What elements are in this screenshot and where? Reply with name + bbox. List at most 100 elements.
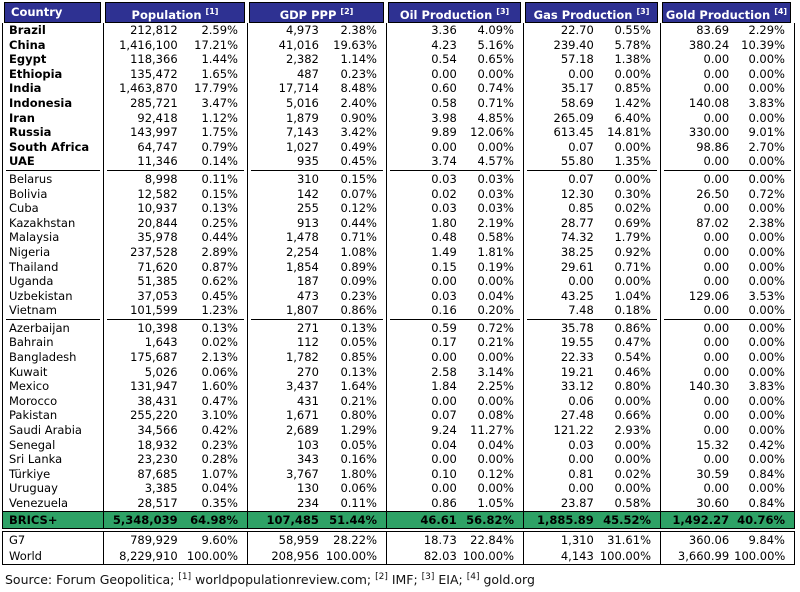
percent-cell: 0.55% bbox=[614, 23, 651, 37]
percent-cell: 17.79% bbox=[194, 81, 238, 96]
percent-cell: 0.23% bbox=[340, 66, 377, 81]
percent-cell: 0.87% bbox=[201, 259, 238, 274]
table-row-iran: 265.09 6.40% bbox=[524, 111, 660, 126]
summary-value-cell: 208,956 bbox=[271, 548, 319, 563]
table-row-india: 17,714 8.48% bbox=[248, 81, 386, 96]
total-percent-cell: 56.82% bbox=[466, 512, 514, 527]
value-cell: 30.60 bbox=[696, 496, 730, 510]
table-row-india: 0.00 0.00% bbox=[661, 81, 794, 96]
value-cell: 0.07 bbox=[568, 171, 594, 186]
percent-cell: 0.00% bbox=[748, 320, 785, 335]
table-row-cuba: 10,937 0.13% bbox=[104, 201, 247, 216]
value-cell: 30.59 bbox=[696, 466, 730, 481]
value-cell: 0.59 bbox=[431, 320, 457, 335]
percent-cell: 0.84% bbox=[748, 466, 785, 481]
table-row-azerbaijan: 271 0.13% bbox=[248, 321, 386, 336]
value-cell: 431 bbox=[296, 393, 319, 408]
table-row-iran: 1,879 0.90% bbox=[248, 111, 386, 126]
percent-cell: 4.09% bbox=[477, 23, 514, 37]
summary-cell-oil-production: 18.73 22.84% bbox=[387, 531, 524, 548]
total-cell-gold-production: 1,492.27 40.76% bbox=[661, 512, 794, 528]
percent-cell: 0.46% bbox=[614, 364, 651, 379]
table-row-saudi-arabia: 121.22 2.93% bbox=[524, 423, 660, 438]
percent-cell: 0.13% bbox=[201, 320, 238, 335]
percent-cell: 1.14% bbox=[340, 52, 377, 67]
table-row-morocco: 38,431 0.47% bbox=[104, 394, 247, 409]
summary-cell-country: World bbox=[3, 547, 104, 564]
table-row-vietnam: Vietnam bbox=[3, 303, 103, 318]
percent-cell: 0.65% bbox=[477, 52, 514, 67]
percent-cell: 0.00% bbox=[748, 171, 785, 186]
table-row-sri-lanka: 0.00 0.00% bbox=[661, 452, 794, 467]
table-row-nigeria: 1.49 1.81% bbox=[387, 245, 523, 260]
value-cell: 23.87 bbox=[560, 496, 594, 510]
country-cell: Venezuela bbox=[9, 496, 69, 510]
value-cell: 57.18 bbox=[560, 52, 594, 67]
value-cell: 0.00 bbox=[703, 335, 730, 350]
value-cell: 0.00 bbox=[431, 139, 457, 154]
table-row-nigeria: 38.25 0.92% bbox=[524, 245, 660, 260]
table-row-sri-lanka: 0.00 0.00% bbox=[387, 452, 523, 467]
column-header-label: Country bbox=[11, 5, 63, 19]
country-cell: Türkiye bbox=[9, 466, 51, 481]
percent-cell: 0.23% bbox=[201, 437, 238, 452]
column-header-gold-production: Gold Production [4] bbox=[662, 2, 791, 23]
percent-cell: 0.84% bbox=[748, 496, 785, 510]
value-cell: 1,463,870 bbox=[119, 81, 178, 96]
summary-percent-cell: 28.22% bbox=[333, 532, 377, 547]
summary-cell-gas-production: 1,310 31.61% bbox=[524, 531, 661, 548]
summary-value-cell: 82.03 bbox=[423, 548, 457, 563]
summary-percent-cell: 100.00% bbox=[462, 548, 514, 563]
value-cell: 10,398 bbox=[137, 320, 178, 335]
percent-cell: 0.00% bbox=[748, 66, 785, 81]
percent-cell: 0.00% bbox=[748, 481, 785, 496]
table-row-venezuela: 23.87 0.58% bbox=[524, 496, 660, 511]
country-cell: Ethiopia bbox=[9, 66, 63, 81]
table-row-kuwait: 5,026 0.06% bbox=[104, 365, 247, 380]
percent-cell: 3.10% bbox=[201, 408, 238, 423]
table-row-bahrain: 1,643 0.02% bbox=[104, 335, 247, 350]
value-cell: 3.98 bbox=[431, 110, 457, 125]
percent-cell: 0.72% bbox=[748, 186, 785, 201]
summary-cell-gold-production: 360.06 9.84% bbox=[661, 532, 794, 548]
table-row-egypt: 0.54 0.65% bbox=[387, 52, 523, 67]
value-cell: 0.00 bbox=[703, 110, 730, 125]
value-cell: 0.03 bbox=[568, 437, 594, 452]
value-cell: 0.00 bbox=[703, 154, 730, 169]
percent-cell: 0.45% bbox=[340, 154, 377, 169]
percent-cell: 0.58% bbox=[477, 230, 514, 245]
table-row-thailand: 71,620 0.87% bbox=[104, 260, 247, 275]
table-row-kazakhstan: 913 0.44% bbox=[248, 216, 386, 231]
percent-cell: 0.44% bbox=[340, 215, 377, 230]
table-row-indonesia: 140.08 3.83% bbox=[661, 96, 794, 111]
percent-cell: 0.02% bbox=[614, 201, 651, 216]
source-text: worldpopulationreview.com; bbox=[191, 571, 376, 587]
table-row-uruguay: 0.00 0.00% bbox=[387, 481, 523, 496]
table-row-belarus: 0.03 0.03% bbox=[387, 172, 523, 187]
source-text: Source: Forum Geopolitica; bbox=[5, 571, 179, 587]
column-header-label: GDP PPP bbox=[279, 7, 337, 22]
table-row-uganda: 0.00 0.00% bbox=[661, 274, 794, 289]
value-cell: 0.02 bbox=[431, 186, 457, 201]
country-cell: Vietnam bbox=[9, 303, 57, 318]
percent-cell: 2.93% bbox=[614, 423, 651, 438]
table-row-nigeria: 237,528 2.89% bbox=[104, 245, 247, 260]
country-cell: Morocco bbox=[9, 393, 58, 408]
value-cell: 265.09 bbox=[553, 110, 594, 125]
total-cell-oil-production: 46.61 56.82% bbox=[387, 511, 524, 528]
table-row-belarus: 8,998 0.11% bbox=[104, 172, 247, 187]
footnote-ref: [1] bbox=[205, 7, 219, 16]
source-text: EIA; bbox=[434, 571, 467, 587]
percent-cell: 0.85% bbox=[614, 81, 651, 96]
header-cell-wrap: Population [1] bbox=[103, 2, 247, 23]
table-row-kazakhstan: 1.80 2.19% bbox=[387, 216, 523, 231]
summary-cell-gdp-ppp: 208,956 100.00% bbox=[248, 547, 387, 564]
percent-cell: 8.48% bbox=[340, 81, 377, 96]
table-row-uae: 11,346 0.14% bbox=[104, 154, 247, 169]
column-header-population: Population [1] bbox=[105, 2, 245, 23]
percent-cell: 0.12% bbox=[477, 466, 514, 481]
table-row-india: 0.60 0.74% bbox=[387, 81, 523, 96]
table-row-mexico: 140.30 3.83% bbox=[661, 379, 794, 394]
percent-cell: 14.81% bbox=[607, 125, 651, 140]
percent-cell: 0.13% bbox=[201, 201, 238, 216]
